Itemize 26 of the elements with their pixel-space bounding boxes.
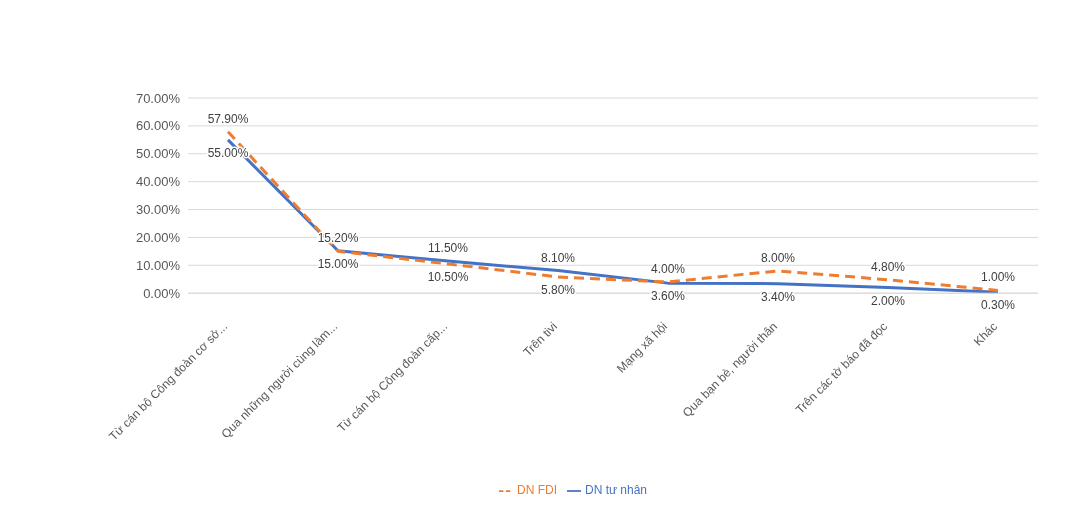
legend-label: DN tư nhân bbox=[584, 483, 648, 498]
data-label: 2.00% bbox=[870, 293, 906, 308]
data-label: 4.00% bbox=[650, 262, 686, 277]
y-tick-label: 70.00% bbox=[135, 90, 181, 106]
data-label: 5.80% bbox=[540, 283, 576, 297]
x-tick-label: Trên các tờ báo đã đọc bbox=[792, 319, 891, 417]
y-tick-label: 10.00% bbox=[135, 257, 181, 273]
data-label: 1.00% bbox=[980, 270, 1016, 285]
data-label: 4.80% bbox=[870, 259, 906, 274]
data-label: 15.00% bbox=[317, 257, 359, 272]
data-label: 8.00% bbox=[760, 250, 796, 265]
x-tick-label: Trên tivi bbox=[520, 319, 561, 360]
data-label: 3.40% bbox=[760, 289, 796, 304]
data-label: 10.50% bbox=[427, 269, 469, 284]
y-tick-label: 30.00% bbox=[135, 202, 181, 218]
y-tick-label: 50.00% bbox=[135, 146, 181, 162]
data-label: 8.10% bbox=[540, 250, 576, 265]
data-label: 3.60% bbox=[650, 289, 686, 304]
data-label: 11.50% bbox=[428, 241, 469, 256]
data-label: 0.30% bbox=[980, 298, 1016, 313]
y-tick-label: 40.00% bbox=[135, 174, 181, 190]
y-tick-label: 60.00% bbox=[135, 118, 181, 134]
data-label: 57.90% bbox=[207, 111, 249, 126]
y-tick-label: 0.00% bbox=[143, 285, 181, 301]
y-tick-label: 20.00% bbox=[135, 230, 181, 246]
legend-label: DN FDI bbox=[516, 483, 557, 498]
